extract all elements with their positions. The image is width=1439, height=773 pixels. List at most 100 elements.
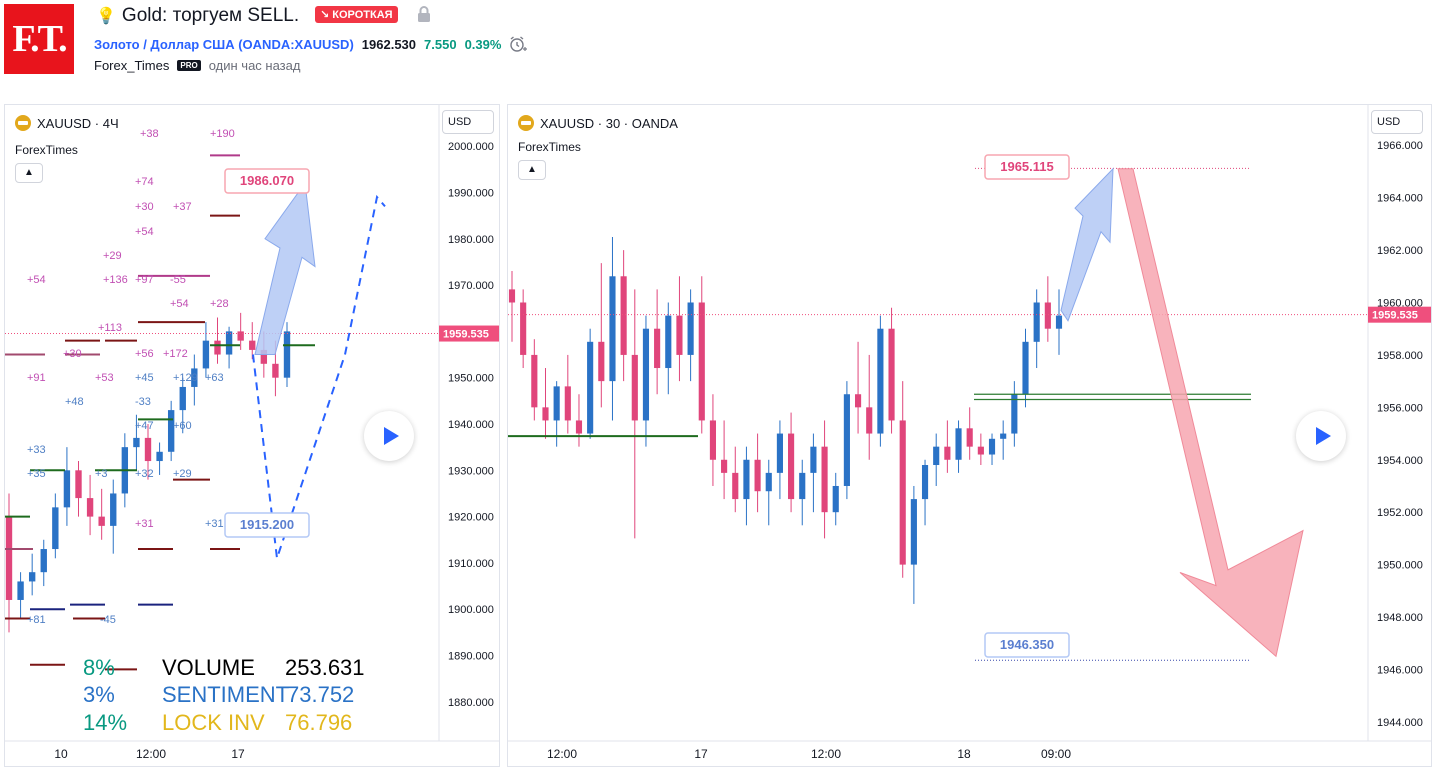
symbol-interval: XAUUSD · 4Ч xyxy=(37,115,119,131)
level-label: +29 xyxy=(103,250,122,262)
current-price-label: 1959.535 xyxy=(1372,310,1418,322)
candle-body xyxy=(877,328,884,434)
target-callout-high-text: 1986.070 xyxy=(240,173,294,188)
play-button[interactable] xyxy=(1296,411,1346,461)
candle-body xyxy=(609,276,616,382)
level-label: +31 xyxy=(205,518,224,530)
chart-panel-30m[interactable]: 1944.000 1946.000 1948.000 1950.000 1952.000… xyxy=(507,104,1432,767)
candle-body xyxy=(531,354,538,408)
price-tick-label: 1900.000 xyxy=(448,604,494,616)
candle-body xyxy=(921,465,929,500)
candle-body xyxy=(665,315,672,369)
target-callout-low-text: 1915.200 xyxy=(240,517,294,532)
chart-30m-canvas[interactable]: 1944.000 1946.000 1948.000 1950.000 1952.000… xyxy=(508,105,1431,766)
time-tick-label: 17 xyxy=(694,747,708,761)
level-label: +32 xyxy=(135,468,154,480)
candle-body xyxy=(598,341,605,382)
target-callout-low-box xyxy=(224,512,310,538)
target-callout-low-box xyxy=(984,632,1070,658)
level-label: +45 xyxy=(135,372,154,384)
price-tick-label: 1948.000 xyxy=(1377,612,1423,624)
level-label: +54 xyxy=(27,274,46,286)
symbol-link[interactable]: Золото / Доллар США (OANDA:XAUUSD) xyxy=(94,36,354,52)
candle-body xyxy=(167,410,175,452)
candle-body xyxy=(821,446,828,513)
level-label: +63 xyxy=(205,372,224,384)
author-logo[interactable]: F.T. xyxy=(4,4,74,74)
level-label: +28 xyxy=(210,298,229,310)
level-label: +56 xyxy=(135,348,154,360)
candle-body xyxy=(988,438,996,455)
publish-time: один час назад xyxy=(208,58,301,73)
candle-body xyxy=(133,437,140,448)
target-callout-high-box xyxy=(224,168,310,194)
alarm-clock-icon[interactable] xyxy=(509,35,528,53)
lock-inv-value: 76.796 xyxy=(285,710,353,735)
candle-body xyxy=(933,446,940,466)
gold-coin-icon xyxy=(518,115,534,131)
currency-button[interactable]: USD xyxy=(1371,110,1423,134)
candle-body xyxy=(1000,433,1007,439)
price-tick-label: 1944.000 xyxy=(1377,717,1423,729)
level-label: +3 xyxy=(95,468,108,480)
price-tick-label: 1946.000 xyxy=(1377,664,1423,676)
pro-badge: PRO xyxy=(177,60,201,71)
idea-header: F.T. 💡 Gold: торгуем SELL. ↘ КОРОТКАЯ Зо… xyxy=(0,0,1439,100)
candle-body xyxy=(1022,341,1029,395)
chart-4h-canvas[interactable]: 1880.000 1890.000 1900.000 1910.000 1920.000… xyxy=(5,105,499,766)
candle-body xyxy=(98,516,105,526)
candle-body xyxy=(765,472,772,492)
price-change: 7.550 xyxy=(424,36,457,52)
chart-panel-4h[interactable]: 1880.000 1890.000 1900.000 1910.000 1920.000… xyxy=(4,104,500,767)
candle-body xyxy=(40,549,47,573)
author-line: Forex_Times PRO один час назад xyxy=(94,58,300,73)
target-callout-high-text: 1965.115 xyxy=(1000,159,1054,174)
indicator-legend: ForexTimes xyxy=(15,143,78,157)
level-label: +60 xyxy=(173,420,192,432)
level-label: +113 xyxy=(98,322,122,334)
candle-body xyxy=(776,433,783,473)
candle-body xyxy=(520,302,527,355)
collapse-legend-button[interactable]: ▲ xyxy=(518,160,546,180)
candle-body xyxy=(249,340,256,350)
price-change-percent: 0.39% xyxy=(464,36,502,52)
candle-body xyxy=(743,459,750,500)
candle-body xyxy=(237,331,244,341)
candle-body xyxy=(553,386,560,421)
level-label: +190 xyxy=(210,128,235,140)
price-tick-label: 1952.000 xyxy=(1377,507,1423,519)
candle-body xyxy=(17,581,24,600)
candle-body xyxy=(944,446,951,460)
target-callout-low-text: 1946.350 xyxy=(1000,637,1054,652)
level-label: +48 xyxy=(65,396,84,408)
candle-body xyxy=(156,451,163,462)
candle-body xyxy=(86,498,94,517)
level-label: +30 xyxy=(63,348,82,360)
candle-body xyxy=(144,437,152,462)
candle-body xyxy=(214,340,221,355)
candle-body xyxy=(832,485,839,513)
candle-body xyxy=(564,386,571,421)
symbol-line: Золото / Доллар США (OANDA:XAUUSD) 1962.… xyxy=(94,35,528,53)
candle-body xyxy=(1044,302,1051,329)
candle-body xyxy=(28,572,36,582)
candle-body xyxy=(977,446,984,455)
candle-body xyxy=(52,507,59,550)
candle-body xyxy=(63,470,71,508)
short-badge: ↘ КОРОТКАЯ xyxy=(315,6,398,23)
author-name[interactable]: Forex_Times xyxy=(94,58,170,73)
price-tick-label: 1980.000 xyxy=(448,234,494,246)
time-tick-label: 12:00 xyxy=(136,747,166,761)
candle-body xyxy=(698,302,705,421)
bullish-move-arrow xyxy=(1060,167,1114,322)
currency-button[interactable]: USD xyxy=(442,110,494,134)
chart-legend: XAUUSD · 4Ч xyxy=(15,115,119,131)
candle-body xyxy=(191,368,198,387)
idea-title-text: Gold: торгуем SELL. xyxy=(121,5,300,26)
play-button[interactable] xyxy=(364,411,414,461)
level-label: -55 xyxy=(170,274,186,286)
candle-body xyxy=(676,315,683,355)
gold-coin-icon xyxy=(15,115,31,131)
candle-body xyxy=(5,516,13,600)
collapse-legend-button[interactable]: ▲ xyxy=(15,163,43,183)
